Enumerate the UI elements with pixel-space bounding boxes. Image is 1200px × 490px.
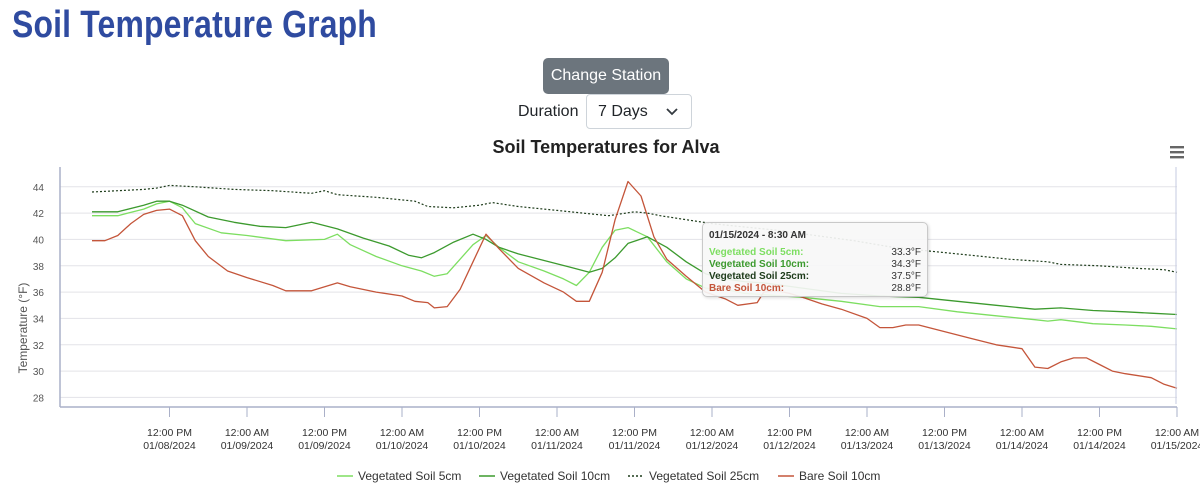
x-tick-date: 01/14/2024 — [1073, 440, 1126, 452]
x-tick-label: 12:00 AM — [225, 427, 269, 439]
chart-tooltip: 01/15/2024 - 8:30 AM Vegetated Soil 5cm:… — [702, 222, 928, 297]
x-tick-label: 12:00 AM — [1000, 427, 1044, 439]
y-axis-label: Temperature (°F) — [16, 283, 30, 374]
y-tick-label: 30 — [33, 367, 45, 378]
tooltip-row: Vegetated Soil 10cm: 34.3°F — [709, 259, 921, 271]
tooltip-series-value: 37.5°F — [891, 271, 921, 282]
y-tick-label: 36 — [33, 288, 45, 299]
x-tick-date: 01/12/2024 — [686, 440, 739, 452]
tooltip-series-name: Vegetated Soil 5cm: — [709, 247, 804, 258]
x-tick-label: 12:00 PM — [767, 427, 812, 439]
y-tick-label: 34 — [33, 314, 45, 325]
series-line — [92, 200, 1178, 316]
x-tick-label: 12:00 PM — [1077, 427, 1122, 439]
chart-grid — [59, 167, 1177, 408]
series-line — [92, 180, 1178, 389]
x-tick-date: 01/08/2024 — [143, 440, 196, 452]
y-tick-label: 38 — [33, 262, 45, 273]
x-tick-date: 01/13/2024 — [841, 440, 894, 452]
tooltip-series-name: Vegetated Soil 25cm: — [709, 271, 810, 282]
chart-menu-icon[interactable] — [1168, 143, 1186, 161]
x-tick-label: 12:00 PM — [922, 427, 967, 439]
tooltip-series-value: 34.3°F — [891, 259, 921, 270]
tooltip-series-name: Bare Soil 10cm: — [709, 283, 785, 294]
x-tick-label: 12:00 AM — [845, 427, 889, 439]
x-tick-date: 01/13/2024 — [918, 440, 971, 452]
x-tick-label: 12:00 AM — [535, 427, 579, 439]
x-tick-label: 12:00 AM — [690, 427, 734, 439]
x-tick-label: 12:00 PM — [612, 427, 657, 439]
duration-value: 7 Days — [598, 103, 648, 120]
duration-label: Duration — [518, 103, 579, 120]
y-tick-label: 42 — [33, 209, 45, 220]
y-axis-ticks: 28 30 32 34 36 38 40 42 44 — [33, 183, 45, 405]
chevron-down-icon — [666, 108, 678, 116]
chart-series — [91, 180, 1178, 389]
y-tick-label: 44 — [33, 183, 45, 194]
series-line — [92, 200, 1178, 330]
change-station-button[interactable]: Change Station — [543, 58, 669, 94]
x-tick-label: 12:00 AM — [1155, 427, 1199, 439]
legend-item-label: Vegetated Soil 10cm — [500, 469, 610, 483]
x-tick-label: 12:00 PM — [147, 427, 192, 439]
x-tick-date: 01/10/2024 — [376, 440, 429, 452]
x-tick-date: 01/11/2024 — [531, 440, 583, 452]
y-tick-label: 28 — [33, 393, 45, 404]
soil-temperature-chart: Soil Temperatures for Alva 28 30 32 34 36 38 4… — [16, 137, 1200, 483]
chart-title: Soil Temperatures for Alva — [492, 137, 720, 157]
legend-item-label: Bare Soil 10cm — [799, 469, 880, 483]
x-tick-date: 01/12/2024 — [763, 440, 816, 452]
x-tick-date: 01/15/2024 — [1151, 440, 1200, 452]
duration-select[interactable]: 7 Days — [586, 94, 692, 129]
x-tick-date: 01/10/2024 — [453, 440, 506, 452]
legend-item-label: Vegetated Soil 5cm — [358, 469, 461, 483]
x-tick-date: 01/09/2024 — [298, 440, 351, 452]
chart-legend: Vegetated Soil 5cm Vegetated Soil 10cm Veg… — [337, 469, 880, 483]
x-tick-date: 01/09/2024 — [221, 440, 274, 452]
tooltip-series-name: Vegetated Soil 10cm: — [709, 259, 810, 270]
x-tick-label: 12:00 PM — [457, 427, 502, 439]
tooltip-row: Bare Soil 10cm: 28.8°F — [709, 283, 921, 295]
x-tick-label: 12:00 PM — [302, 427, 347, 439]
tooltip-row: Vegetated Soil 25cm: 37.5°F — [709, 271, 921, 283]
tooltip-series-value: 28.8°F — [891, 283, 921, 294]
tooltip-row: Vegetated Soil 5cm: 33.3°F — [709, 247, 921, 259]
y-tick-label: 40 — [33, 235, 45, 246]
legend-item-label: Vegetated Soil 25cm — [649, 469, 759, 483]
page-title: Soil Temperature Graph — [12, 4, 377, 46]
series-line — [91, 184, 1178, 273]
y-tick-label: 32 — [33, 341, 45, 352]
x-tick-date: 01/11/2024 — [609, 440, 661, 452]
x-tick-date: 01/14/2024 — [996, 440, 1049, 452]
tooltip-series-value: 33.3°F — [891, 247, 921, 258]
tooltip-time: 01/15/2024 - 8:30 AM — [709, 230, 806, 241]
x-tick-label: 12:00 AM — [380, 427, 424, 439]
